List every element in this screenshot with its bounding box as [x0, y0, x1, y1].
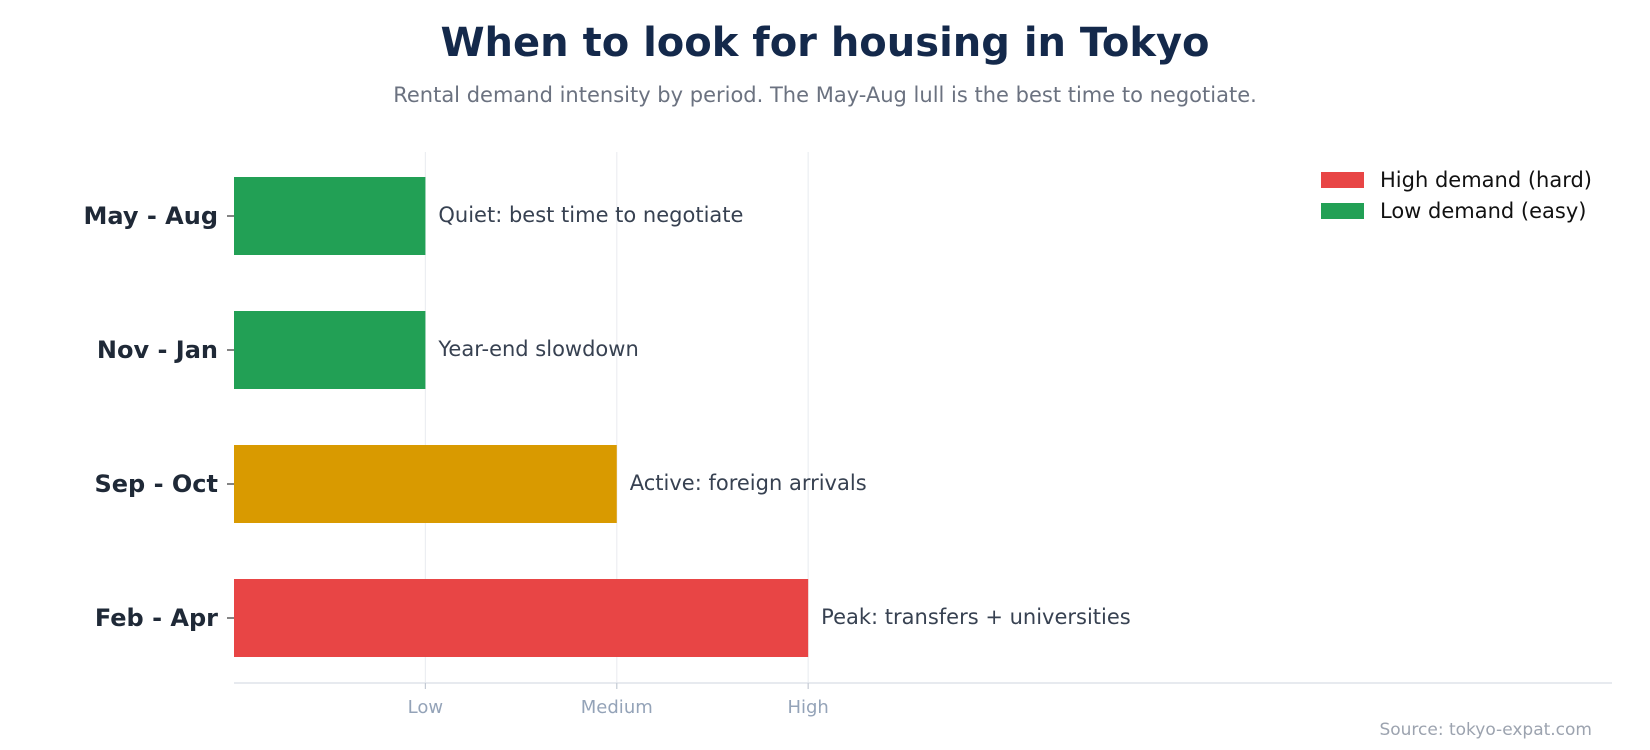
bar-annotation-2: Year-end slowdown [437, 337, 638, 361]
chart-title: When to look for housing in Tokyo [440, 20, 1210, 66]
legend-label-1: High demand (hard) [1380, 168, 1592, 192]
bar-annotation-1: Quiet: best time to negotiate [438, 203, 743, 227]
x-tick-label-1: Low [408, 697, 443, 718]
x-tick-label-2: Medium [581, 697, 653, 718]
legend-swatch-1 [1321, 172, 1364, 188]
legend: High demand (hard) Low demand (easy) [1321, 168, 1592, 223]
chart-subtitle: Rental demand intensity by period. The M… [393, 83, 1257, 107]
x-tick-label-3: High [787, 697, 828, 718]
category-label-4: Feb - Apr [95, 604, 218, 632]
source-note: Source: tokyo-expat.com [1379, 720, 1592, 740]
bars: Quiet: best time to negotiate Year-end sl… [234, 177, 1131, 657]
bar-1 [234, 177, 426, 255]
bar-annotation-4: Peak: transfers + universities [821, 605, 1131, 629]
axes: May - Aug Nov - Jan Sep - Oct Feb - Apr Low M… [84, 202, 1612, 718]
bar-annotation-3: Active: foreign arrivals [630, 471, 867, 495]
legend-label-2: Low demand (easy) [1380, 199, 1586, 223]
bar-2 [234, 311, 426, 389]
legend-swatch-2 [1321, 203, 1364, 219]
category-label-1: May - Aug [84, 202, 219, 230]
bar-4 [234, 579, 809, 657]
category-label-3: Sep - Oct [94, 470, 218, 498]
category-label-2: Nov - Jan [97, 336, 218, 364]
bar-3 [234, 445, 617, 523]
